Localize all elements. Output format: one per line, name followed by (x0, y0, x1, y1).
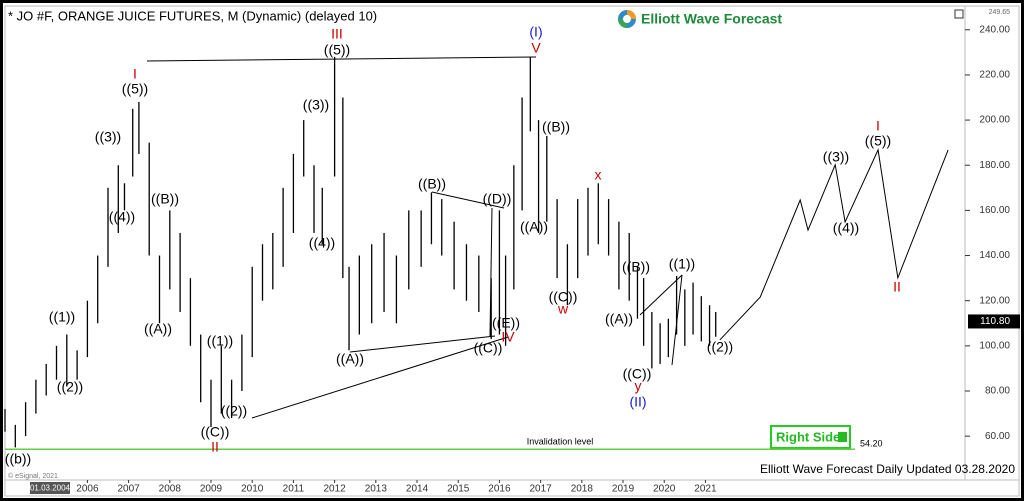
wave-label: ((A)) (605, 311, 633, 327)
wave-label: IV (501, 329, 515, 345)
x-tick-label: 2010 (241, 484, 264, 495)
x-tick-label: 2012 (323, 484, 346, 495)
chart-title: * JO #F, ORANGE JUICE FUTURES, M (Dynami… (8, 8, 377, 23)
y-tick-label: 200.00 (979, 115, 1010, 126)
invalidation-text: Invalidation level (527, 437, 594, 447)
wave-label: (II) (629, 394, 646, 410)
wave-label: ((3)) (823, 149, 849, 165)
price-axis (964, 5, 1020, 481)
wave-label: y (635, 378, 642, 394)
time-axis (4, 479, 1020, 497)
y-tick-label: 140.00 (979, 250, 1010, 261)
trend-line (431, 191, 505, 209)
wave-label: ((1)) (669, 256, 695, 272)
wave-label: ((5)) (324, 42, 350, 58)
y-tick-label: 80.00 (985, 386, 1010, 397)
wave-label: x (595, 167, 602, 183)
plot-area (4, 5, 966, 481)
wave-label: I (133, 66, 137, 82)
wave-label: ((3)) (303, 97, 329, 113)
wave-label: III (331, 26, 343, 42)
wave-label: ((A)) (144, 321, 172, 337)
x-tick-label: 2018 (571, 484, 594, 495)
y-tick-label: 120.00 (979, 295, 1010, 306)
wave-label: ((b)) (5, 451, 31, 467)
window-icon[interactable] (954, 9, 964, 19)
wave-label: ((B)) (542, 119, 570, 135)
brand: Elliott Wave Forecast (641, 11, 782, 27)
footer: Elliott Wave Forecast Daily Updated 03.2… (760, 462, 1015, 476)
x-tick-label: 2016 (488, 484, 511, 495)
x-tick-label: 2017 (529, 484, 552, 495)
wave-label: ((5)) (865, 133, 891, 149)
right-side-button[interactable]: Right Side (770, 425, 851, 449)
copyright: © eSignal, 2021 (8, 472, 58, 480)
wave-label: ((1)) (49, 309, 75, 325)
wave-label: ((2)) (221, 403, 247, 419)
x-tick-label: 2015 (447, 484, 470, 495)
wave-label: ((A)) (336, 351, 364, 367)
y-tick-label: 60.00 (985, 431, 1010, 442)
y-tick-label: 100.00 (979, 340, 1010, 351)
y-tick-label: 240.00 (979, 24, 1010, 35)
wave-label: ((B)) (622, 259, 650, 275)
x-tick-label: 2009 (200, 484, 223, 495)
button-icon[interactable] (838, 432, 847, 442)
top-value: 249.65 (989, 9, 1011, 16)
last-price: 110.80 (980, 316, 1010, 327)
date-box (30, 482, 70, 494)
x-tick-label: 2020 (653, 484, 676, 495)
projection-line (719, 148, 949, 341)
button-border[interactable] (770, 425, 851, 449)
button-label[interactable]: Right Side (776, 429, 840, 444)
wave-label: ((C)) (623, 366, 652, 382)
x-tick-label: 2019 (612, 484, 635, 495)
x-tick-label: 2021 (694, 484, 717, 495)
last-price-box (968, 314, 1020, 329)
x-tick-label: 2014 (406, 484, 429, 495)
wave-label: ((C)) (549, 289, 578, 305)
wave-label: ((C)) (474, 340, 503, 356)
wave-label: ((A)) (520, 219, 548, 235)
wave-label: I (876, 118, 880, 134)
trend-lines (146, 56, 683, 419)
trend-line (146, 56, 537, 62)
wave-label: ((C)) (201, 424, 230, 440)
x-tick-label: 2011 (283, 484, 305, 495)
trend-line (349, 335, 496, 353)
wave-label: ((D)) (483, 191, 512, 207)
x-tick-label: 2013 (365, 484, 388, 495)
wave-label: ((B)) (151, 191, 179, 207)
y-tick-label: 220.00 (979, 70, 1010, 81)
wave-label: ((1)) (207, 333, 233, 349)
y-tick-label: 180.00 (979, 160, 1010, 171)
logo: Elliott Wave Forecast (618, 10, 782, 28)
trend-line (639, 274, 683, 316)
wave-label: ((2)) (57, 379, 83, 395)
invalidation-value: 54.20 (860, 439, 883, 449)
wave-label: (I) (529, 24, 542, 40)
wave-label: ((E)) (492, 315, 520, 331)
wave-label: ((2)) (707, 339, 733, 355)
logo-icon (623, 15, 631, 23)
x-tick-label: 2008 (159, 484, 182, 495)
wave-label: ((B)) (418, 176, 446, 192)
wave-label: II (211, 439, 219, 455)
start-date: 01.03.2004 (30, 484, 71, 493)
wave-label: ((5)) (122, 81, 148, 97)
y-tick-label: 160.00 (979, 205, 1010, 216)
wave-label: ((4)) (833, 220, 859, 236)
trend-line (251, 336, 509, 419)
wave-label: V (531, 40, 541, 56)
wave-label: ((4)) (109, 209, 135, 225)
trend-line (489, 207, 493, 337)
wave-label: w (557, 301, 569, 317)
wave-label: ((3)) (95, 129, 121, 145)
x-tick-label: 2006 (76, 484, 99, 495)
wave-label: II (893, 279, 901, 295)
price-bars (4, 56, 717, 448)
x-tick-label: 2007 (117, 484, 140, 495)
wave-label: ((4)) (309, 235, 335, 251)
